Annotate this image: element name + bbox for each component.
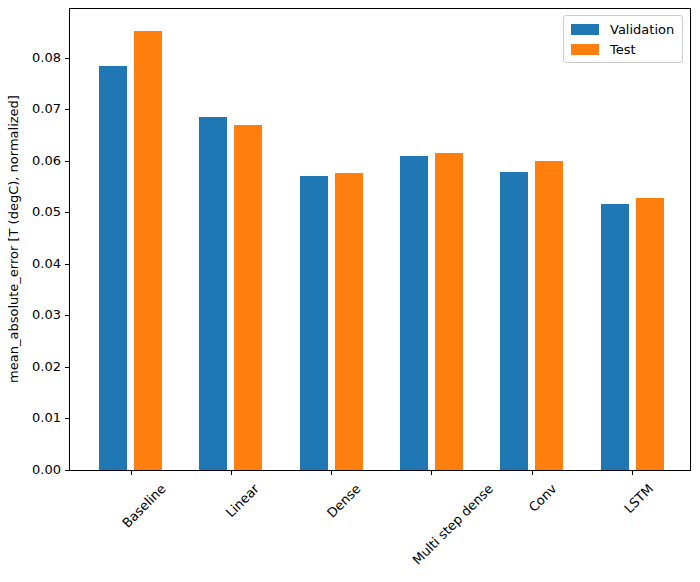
legend-swatch-validation <box>571 24 599 35</box>
bar-test-conv <box>535 161 563 470</box>
y-tick-mark <box>65 58 69 59</box>
bar-chart-figure: mean_absolute_error [T (degC), normalize… <box>0 0 700 582</box>
x-tick-mark <box>431 471 432 475</box>
y-axis-label: mean_absolute_error [T (degC), normalize… <box>6 95 21 383</box>
y-tick-mark <box>65 367 69 368</box>
x-tick-mark <box>632 471 633 475</box>
y-tick-label: 0.02 <box>0 359 61 375</box>
bar-validation-baseline <box>99 66 127 470</box>
bar-validation-linear <box>199 117 227 470</box>
legend-item-validation: Validation <box>571 22 674 37</box>
y-tick-mark <box>65 212 69 213</box>
y-tick-label: 0.06 <box>0 153 61 169</box>
y-tick-label: 0.05 <box>0 204 61 220</box>
legend-label: Validation <box>610 22 674 37</box>
x-tick-label-multi-step-dense: Multi step dense <box>409 481 496 568</box>
y-tick-label: 0.04 <box>0 256 61 272</box>
y-tick-mark <box>65 264 69 265</box>
y-tick-label: 0.07 <box>0 101 61 117</box>
x-tick-label-linear: Linear <box>223 481 262 520</box>
y-tick-mark <box>65 418 69 419</box>
bar-validation-dense <box>300 176 328 470</box>
legend-swatch-test <box>571 44 599 55</box>
x-tick-mark <box>331 471 332 475</box>
x-tick-label-baseline: Baseline <box>120 481 170 531</box>
plot-area <box>69 8 691 471</box>
y-tick-mark <box>65 161 69 162</box>
x-tick-mark <box>532 471 533 475</box>
bar-test-lstm <box>636 198 664 470</box>
x-tick-label-lstm: LSTM <box>622 481 657 516</box>
bar-test-linear <box>234 125 262 470</box>
y-tick-mark <box>65 315 69 316</box>
legend-item-test: Test <box>571 42 674 57</box>
y-tick-mark <box>65 109 69 110</box>
bar-validation-lstm <box>601 204 629 470</box>
x-tick-mark <box>131 471 132 475</box>
bar-test-multi-step-dense <box>435 153 463 470</box>
bar-validation-conv <box>500 172 528 470</box>
y-tick-mark <box>65 470 69 471</box>
bar-test-baseline <box>134 31 162 470</box>
legend: Validation Test <box>563 15 683 63</box>
bar-validation-multi-step-dense <box>400 156 428 470</box>
y-tick-label: 0.00 <box>0 462 61 478</box>
legend-label: Test <box>610 42 636 57</box>
y-tick-label: 0.08 <box>0 50 61 66</box>
x-tick-mark <box>231 471 232 475</box>
y-tick-label: 0.01 <box>0 410 61 426</box>
x-tick-label-conv: Conv <box>525 481 559 515</box>
x-tick-label-dense: Dense <box>324 481 364 521</box>
y-tick-label: 0.03 <box>0 307 61 323</box>
bar-test-dense <box>335 173 363 470</box>
